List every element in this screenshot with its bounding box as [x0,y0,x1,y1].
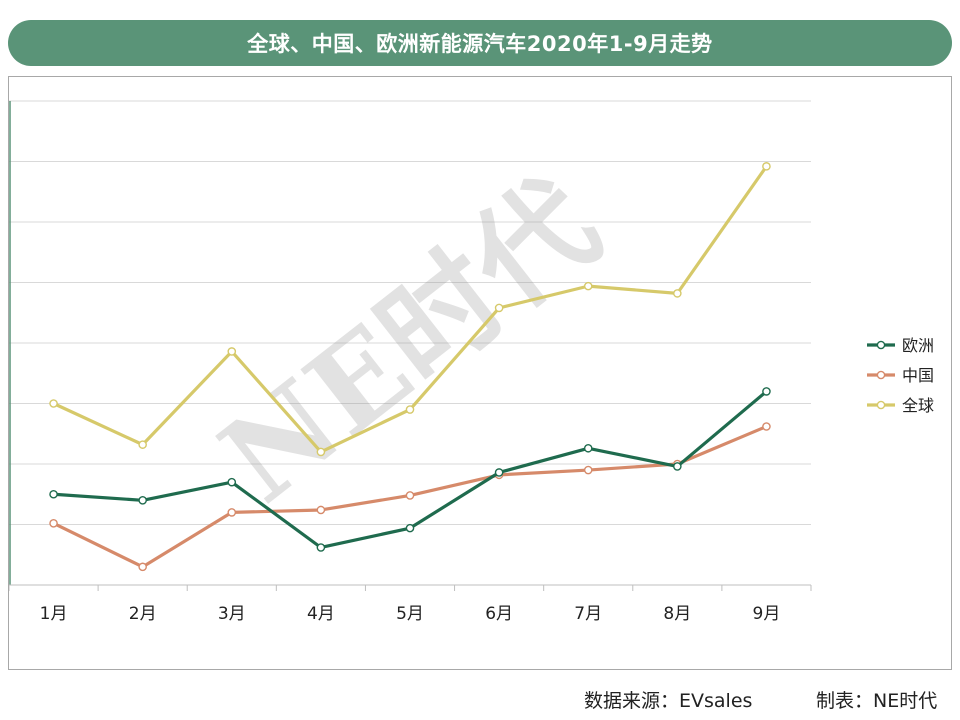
x-tick-label: 5月 [396,604,424,624]
data-point [583,281,593,291]
legend-marker [876,370,886,380]
data-point [316,447,326,457]
data-point [138,495,147,505]
legend-marker [876,400,886,410]
chart-frame: 1月 2月 3月 4月 5月 6月 7月 8月 9月 NE时代 欧洲 中国 全球 [8,76,952,670]
series-lines [49,162,771,572]
data-point [583,465,593,475]
x-tick-label: 4月 [307,604,335,624]
legend-marker [876,340,886,350]
legend-label: 全球 [902,396,934,415]
data-source-note: 数据来源：EVsales [584,690,753,712]
data-point [405,491,415,500]
x-tick-label: 1月 [40,604,68,624]
data-point [316,505,326,515]
data-point [405,405,415,414]
legend-label: 中国 [902,366,934,385]
data-point [227,508,237,517]
title-banner: 全球、中国、欧洲新能源汽车2020年1-9月走势 [8,20,952,66]
x-tick-label: 7月 [574,604,602,624]
data-point [673,289,682,298]
data-point [494,468,504,477]
x-axis: 1月 2月 3月 4月 5月 6月 7月 8月 9月 [9,584,812,624]
data-point [49,489,58,499]
data-point [762,422,771,431]
data-point [494,303,504,313]
data-point [316,543,326,552]
data-point [405,523,415,533]
data-point [227,477,237,487]
data-point [49,399,58,408]
x-tick-label: 3月 [218,604,246,624]
legend-label: 欧洲 [902,336,934,355]
data-point [138,562,147,572]
data-point [762,162,771,171]
data-point [138,440,147,449]
data-point [762,387,771,396]
gridlines [9,100,811,585]
data-point [227,347,237,356]
data-point [583,443,593,453]
chart-title: 全球、中国、欧洲新能源汽车2020年1-9月走势 [247,32,713,56]
data-point [49,518,58,528]
x-tick-label: 8月 [663,604,691,624]
data-point [673,462,682,471]
table-credit-note: 制表：NE时代 [816,690,938,712]
x-tick-label: 6月 [485,604,513,624]
x-tick-label: 9月 [753,604,781,624]
x-tick-label: 2月 [129,604,157,624]
